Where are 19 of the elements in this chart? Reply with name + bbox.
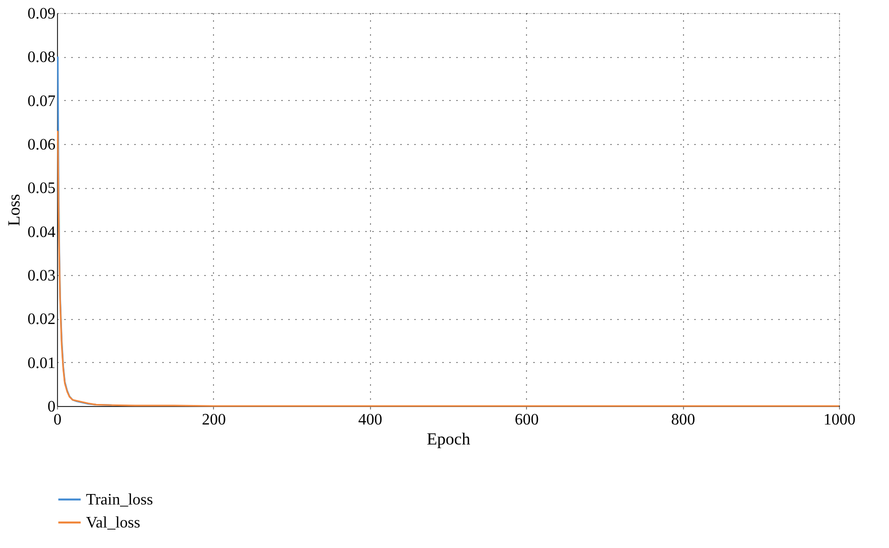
y-tick-label: 0.06 <box>28 136 56 154</box>
legend-label: Train_loss <box>86 492 153 508</box>
x-tick-label: 600 <box>514 412 539 428</box>
y-axis-title: Loss <box>4 194 24 226</box>
y-tick-label: 0.08 <box>28 49 56 66</box>
y-tick-label: 0.02 <box>28 311 56 328</box>
x-tick-label: 800 <box>671 412 696 428</box>
y-tick-label: 0.05 <box>28 180 56 198</box>
x-tick-label: 200 <box>202 412 226 428</box>
y-tick-label: 0.07 <box>28 92 56 110</box>
y-tick-label: 0.09 <box>28 6 56 22</box>
y-tick-label: 0.03 <box>28 268 56 284</box>
y-tick-label: 0 <box>48 398 56 416</box>
x-tick-label: 400 <box>358 412 382 428</box>
y-tick-label: 0.01 <box>28 354 56 372</box>
x-tick-label: 1000 <box>824 412 856 428</box>
x-axis-title: Epoch <box>426 430 471 448</box>
legend-label: Val_loss <box>86 514 140 532</box>
y-tick-label: 0.04 <box>28 224 56 241</box>
